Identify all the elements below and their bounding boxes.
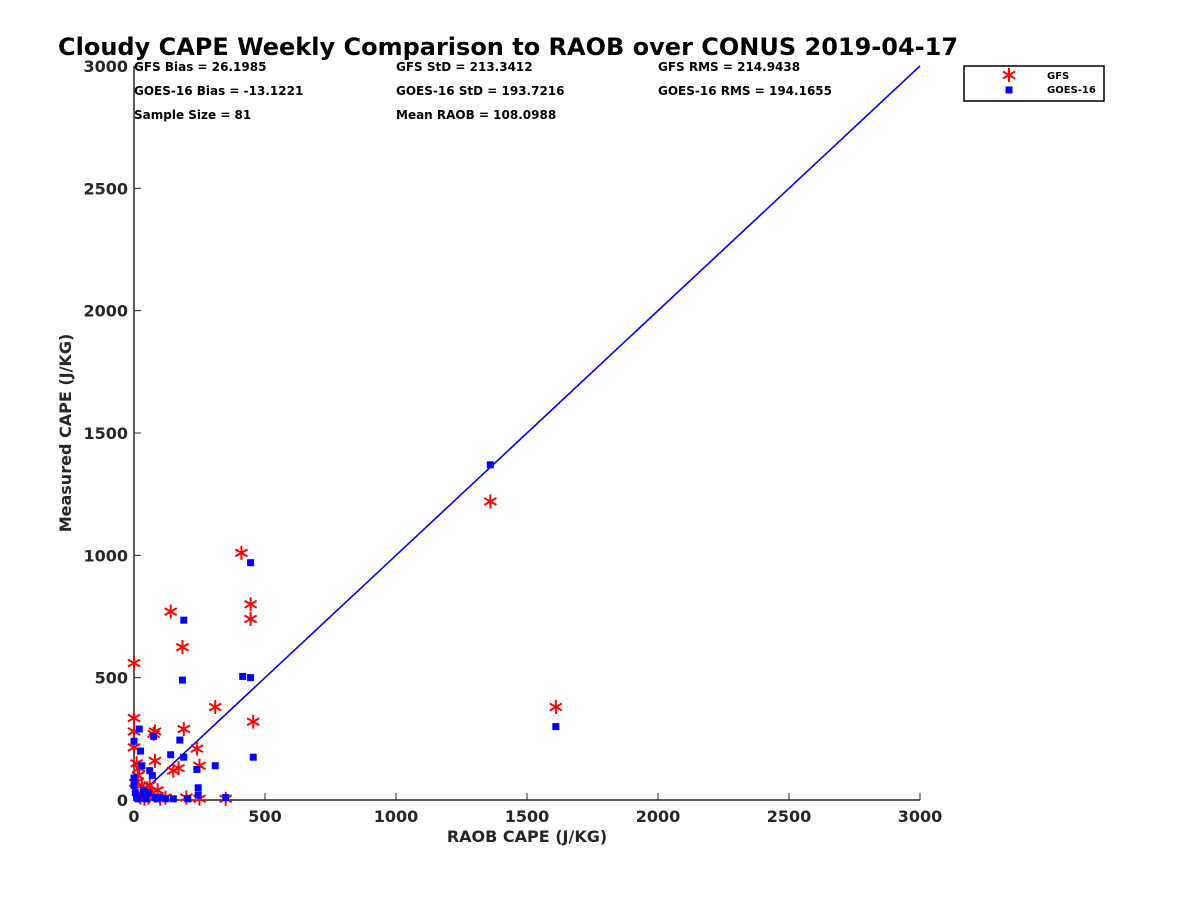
data-point-goes16 xyxy=(194,784,202,792)
y-tick-label: 3000 xyxy=(83,57,128,76)
data-point-goes16 xyxy=(180,616,188,624)
data-point-goes16 xyxy=(150,732,158,740)
data-point-goes16 xyxy=(247,674,255,682)
data-point-goes16 xyxy=(139,786,147,794)
data-point-goes16 xyxy=(194,791,202,799)
legend-label-gfs: GFS xyxy=(1047,71,1069,82)
data-point-goes16 xyxy=(176,736,184,744)
data-point-gfs xyxy=(234,545,248,560)
data-point-goes16 xyxy=(135,725,143,733)
data-point-goes16 xyxy=(486,461,494,469)
series-goes-16 xyxy=(130,461,560,803)
y-tick-label: 2000 xyxy=(83,302,128,321)
data-point-goes16 xyxy=(134,795,142,803)
data-point-goes16 xyxy=(211,762,219,770)
stat-text: GFS RMS = 214.9438 xyxy=(658,60,800,74)
data-point-gfs xyxy=(127,711,141,726)
data-point-goes16 xyxy=(161,795,169,803)
data-point-goes16 xyxy=(193,765,201,773)
data-point-goes16 xyxy=(142,795,150,803)
data-point-goes16 xyxy=(178,676,186,684)
y-tick-label: 0 xyxy=(117,791,128,810)
stat-text: Sample Size = 81 xyxy=(134,108,251,122)
data-point-gfs xyxy=(148,753,162,768)
data-point-goes16 xyxy=(167,751,175,759)
data-point-goes16 xyxy=(140,791,148,799)
x-tick-label: 2500 xyxy=(767,807,812,826)
x-tick-label: 2000 xyxy=(636,807,681,826)
y-tick-label: 2500 xyxy=(83,179,128,198)
plot-area: 0 500 1000 1500 2000 2500 3000 0 500 1000 1500 2000… xyxy=(83,57,942,826)
data-point-gfs xyxy=(246,714,260,729)
data-point-goes16 xyxy=(144,789,152,797)
data-point-goes16 xyxy=(169,795,177,803)
data-point-goes16 xyxy=(239,672,247,680)
data-point-goes16 xyxy=(130,774,138,782)
data-point-goes16 xyxy=(137,747,145,755)
data-point-gfs xyxy=(483,494,497,509)
data-point-goes16 xyxy=(552,723,560,731)
data-point-goes16 xyxy=(130,781,138,789)
y-tick-label: 1500 xyxy=(83,424,128,443)
data-point-gfs xyxy=(177,722,191,737)
y-axis-label: Measured CAPE (J/KG) xyxy=(56,334,75,533)
data-point-goes16 xyxy=(148,772,156,780)
data-point-goes16 xyxy=(222,794,230,802)
data-point-goes16 xyxy=(247,559,255,567)
data-point-goes16 xyxy=(130,737,138,745)
data-point-gfs xyxy=(549,700,563,715)
data-point-goes16 xyxy=(131,789,139,797)
series-gfs xyxy=(127,494,563,806)
data-point-gfs xyxy=(190,741,204,756)
data-point-gfs xyxy=(244,597,258,612)
x-tick-label: 0 xyxy=(128,807,139,826)
stat-text: GOES-16 StD = 193.7216 xyxy=(396,84,565,98)
y-tick-label: 1000 xyxy=(83,546,128,565)
x-tick-label: 500 xyxy=(248,807,281,826)
data-point-gfs xyxy=(171,761,186,776)
x-tick-label: 1500 xyxy=(505,807,550,826)
legend-marker-goes16 xyxy=(1005,86,1013,94)
data-point-goes16 xyxy=(138,762,146,770)
stat-text: Mean RAOB = 108.0988 xyxy=(396,108,556,122)
chart-title: Cloudy CAPE Weekly Comparison to RAOB ov… xyxy=(58,33,958,61)
legend-marker-gfs xyxy=(1002,68,1016,82)
stat-text: GFS Bias = 26.1985 xyxy=(134,60,266,74)
x-tick-label: 3000 xyxy=(898,807,943,826)
x-tick-label: 1000 xyxy=(374,807,419,826)
data-point-goes16 xyxy=(146,767,154,775)
data-point-gfs xyxy=(164,604,178,619)
data-point-gfs xyxy=(175,640,190,655)
legend-label-goes16: GOES-16 xyxy=(1047,85,1096,96)
legend-box xyxy=(963,65,1105,102)
one-to-one-reference-line xyxy=(133,65,921,801)
stat-text: GOES-16 Bias = -13.1221 xyxy=(134,84,303,98)
data-point-goes16 xyxy=(249,753,257,761)
data-point-gfs xyxy=(127,655,141,670)
data-point-goes16 xyxy=(156,794,164,802)
data-point-gfs xyxy=(208,700,222,715)
data-point-goes16 xyxy=(184,795,192,803)
data-point-goes16 xyxy=(180,753,188,761)
stat-text: GFS StD = 213.3412 xyxy=(396,60,533,74)
y-tick-label: 500 xyxy=(95,669,128,688)
x-axis-label: RAOB CAPE (J/KG) xyxy=(447,827,607,846)
data-point-gfs xyxy=(244,611,258,626)
stat-text: GOES-16 RMS = 194.1655 xyxy=(658,84,832,98)
legend: GFS GOES-16 xyxy=(963,65,1105,102)
